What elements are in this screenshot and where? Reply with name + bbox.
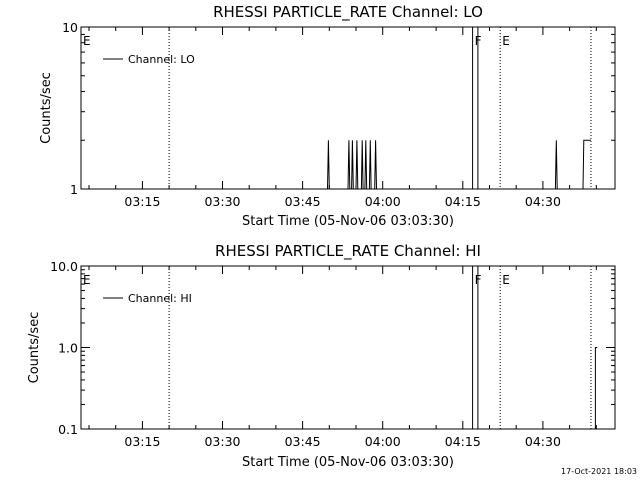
panel-1-y-tick-label: 1 <box>70 182 78 197</box>
panel-1-x-axis-label: Start Time (05-Nov-06 03:03:30) <box>242 214 454 229</box>
panel-2-x-tick-label: 04:30 <box>525 434 561 449</box>
panel-2-y-tick-label: 0.1 <box>58 422 78 437</box>
panel-2-x-tick-label: 03:45 <box>285 434 321 449</box>
panel-1-x-tick-label: 03:15 <box>124 194 160 209</box>
panel-2-y-tick-label: 10.0 <box>50 259 78 274</box>
panel-2-marker-E: E <box>502 273 510 287</box>
panel-2-y-tick-label: 1.0 <box>58 341 78 356</box>
panel-2-x-tick-label: 03:30 <box>204 434 240 449</box>
panel-1-x-tick-label: 04:00 <box>365 194 401 209</box>
timestamp: 17-Oct-2021 18:03 <box>561 467 637 476</box>
panel-1-x-tick-label: 04:30 <box>525 194 561 209</box>
panel-2-frame <box>80 265 616 430</box>
panel-2-title: RHESSI PARTICLE_RATE Channel: HI <box>215 242 481 261</box>
panel-2-series-line <box>472 265 598 430</box>
panel-2-legend-label: Channel: HI <box>128 292 192 305</box>
panel-1-y-axis-label: Counts/sec <box>39 72 54 144</box>
panel-2-x-tick-label: 04:15 <box>445 434 481 449</box>
panel-1-x-tick-label: 03:45 <box>285 194 321 209</box>
panel-1-marker-E: E <box>502 34 510 48</box>
panel-1-title: RHESSI PARTICLE_RATE Channel: LO <box>213 3 483 22</box>
panel-2-x-tick-label: 03:15 <box>124 434 160 449</box>
panel-1-y-tick-label: 10 <box>62 20 78 35</box>
panel-2-x-tick-label: 04:00 <box>365 434 401 449</box>
panel-1-legend-label: Channel: LO <box>128 53 195 66</box>
panel-1-x-tick-label: 03:30 <box>204 194 240 209</box>
panel-2-y-axis-label: Counts/sec <box>27 312 42 384</box>
panel-2-marker-E: E <box>83 273 91 287</box>
panel-1-series-line <box>327 26 591 190</box>
panel-1-marker-E: E <box>83 34 91 48</box>
panel-2-x-axis-label: Start Time (05-Nov-06 03:03:30) <box>242 455 454 470</box>
panel-1-x-tick-label: 04:15 <box>445 194 481 209</box>
